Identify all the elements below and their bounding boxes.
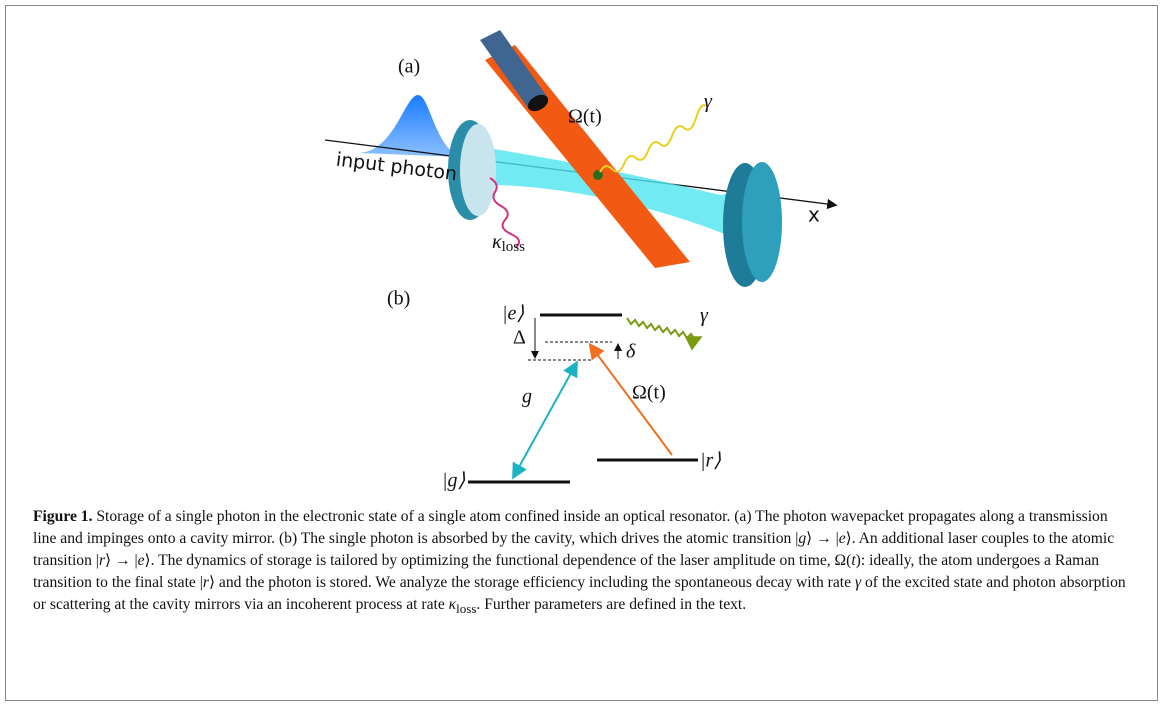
- caption-text: . Further parameters are defined in the …: [476, 596, 746, 613]
- caption-math: e: [138, 552, 145, 569]
- axis-label: x: [808, 203, 820, 227]
- caption-subscript: loss: [456, 601, 476, 616]
- g-label: |g⟩: [442, 470, 465, 492]
- omega-label: Ω(t): [632, 382, 666, 404]
- caption-math: g: [798, 530, 806, 547]
- panel-label: (a): [398, 56, 420, 78]
- g-coupling-label: g: [522, 386, 532, 408]
- caption-text: ⟩. The dynamics of storage is tailored b…: [145, 552, 852, 569]
- figure: (a) Ω(t) γ input photon κloss x (b) |e⟩ …: [0, 0, 1165, 500]
- Delta-label: Δ: [513, 327, 526, 349]
- g-arrow: [514, 364, 576, 476]
- kappa-label: κloss: [492, 231, 525, 256]
- omega-label: Ω(t): [568, 106, 602, 128]
- gamma-label: γ: [704, 91, 713, 113]
- gamma-label: γ: [700, 305, 709, 327]
- right-mirror-face: [742, 162, 782, 282]
- e-label: |e⟩: [502, 303, 524, 325]
- caption-label: Figure 1.: [33, 508, 92, 525]
- panel-label: (b): [387, 288, 410, 310]
- atom: [593, 170, 603, 180]
- kappa: κ: [492, 231, 502, 253]
- r-label: |r⟩: [700, 450, 721, 472]
- page: (a) Ω(t) γ input photon κloss x (b) |e⟩ …: [0, 0, 1165, 708]
- caption-text: ⟩ → |: [105, 552, 138, 569]
- caption-text: ⟩ and the photon is stored. We analyze t…: [209, 574, 855, 591]
- left-mirror-face: [460, 124, 496, 216]
- photon-pulse: [360, 95, 462, 157]
- caption-text: ⟩ → |: [806, 530, 839, 547]
- kappa-sub: loss: [502, 239, 526, 255]
- delta-label: δ: [626, 341, 636, 363]
- gamma-decay: [627, 318, 699, 340]
- caption-math: e: [839, 530, 846, 547]
- gamma-wave: [600, 105, 706, 172]
- caption: Figure 1. Storage of a single photon in …: [33, 506, 1133, 620]
